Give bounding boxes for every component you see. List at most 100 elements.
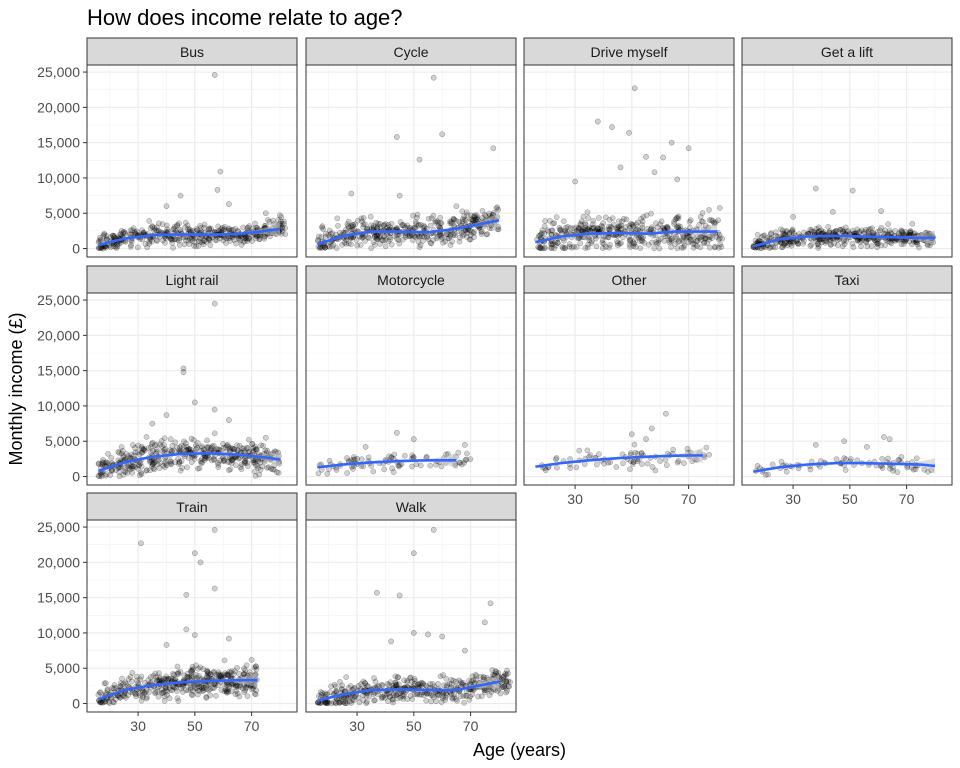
strip-label-train: Train: [176, 499, 207, 515]
data-point: [442, 238, 449, 245]
data-point: [107, 234, 114, 240]
data-point: [242, 687, 249, 694]
data-point: [371, 697, 377, 704]
data-point: [648, 425, 655, 432]
data-point: [472, 671, 479, 678]
data-point: [174, 670, 181, 677]
data-point: [347, 698, 353, 705]
data-point: [471, 213, 477, 220]
data-point: [270, 217, 276, 224]
data-point: [548, 231, 555, 238]
data-point: [857, 239, 864, 245]
data-point: [395, 674, 402, 681]
points-taxi: [753, 434, 936, 478]
data-point: [350, 697, 357, 703]
data-point: [548, 227, 555, 234]
data-point: [868, 243, 875, 249]
data-point: [575, 226, 582, 232]
data-point: [215, 223, 222, 230]
data-point: [217, 235, 223, 242]
data-point: [466, 236, 473, 243]
data-point: [437, 673, 444, 680]
data-point: [706, 207, 712, 213]
data-point: [711, 244, 718, 251]
data-point: [582, 245, 589, 251]
data-point: [618, 240, 624, 246]
data-point: [97, 689, 103, 696]
data-point: [627, 237, 633, 243]
data-point: [467, 236, 474, 243]
data-point: [253, 446, 259, 453]
data-point: [112, 685, 119, 691]
data-point: [464, 450, 470, 457]
points-get-a-lift: [750, 185, 937, 252]
data-point: [149, 461, 156, 467]
data-point: [643, 153, 649, 160]
data-point: [163, 222, 170, 229]
data-point: [438, 236, 445, 242]
data-point: [800, 240, 807, 247]
data-point: [708, 217, 715, 223]
y-axis-title: Monthly income (£): [6, 312, 26, 465]
data-point: [208, 446, 214, 453]
data-point: [154, 237, 160, 244]
data-point: [680, 460, 687, 466]
strip-label-walk: Walk: [396, 499, 428, 515]
data-point: [502, 671, 509, 677]
points-drive-myself: [534, 85, 726, 252]
panel-border: [523, 292, 735, 486]
data-point: [161, 435, 168, 442]
data-point: [701, 239, 708, 246]
x-tick-label: 70: [681, 491, 697, 507]
data-point: [159, 448, 166, 455]
data-point: [166, 695, 173, 702]
data-point: [463, 209, 470, 216]
data-point: [813, 238, 819, 245]
data-point: [586, 224, 593, 231]
x-tick-label: 30: [785, 491, 801, 507]
data-point: [159, 443, 165, 450]
points-cycle: [315, 74, 502, 252]
data-point: [499, 679, 505, 686]
data-point: [193, 226, 200, 232]
data-point: [196, 465, 203, 472]
data-point: [815, 245, 822, 251]
data-point: [412, 219, 419, 225]
data-point: [184, 670, 191, 677]
data-point: [148, 444, 154, 451]
data-point: [130, 442, 136, 448]
data-point: [606, 244, 613, 251]
data-point: [242, 238, 248, 244]
data-point: [206, 236, 212, 243]
data-point: [558, 227, 564, 234]
data-point: [168, 675, 174, 682]
data-point: [103, 244, 109, 251]
data-point: [556, 225, 563, 231]
data-point: [864, 444, 870, 450]
data-point: [504, 667, 510, 674]
data-point: [128, 464, 135, 470]
data-point: [630, 458, 637, 465]
data-point: [242, 667, 248, 674]
data-point: [240, 448, 247, 455]
data-point: [767, 231, 774, 238]
data-point: [452, 232, 458, 239]
data-point: [315, 236, 321, 243]
data-point: [184, 222, 191, 229]
data-point: [148, 449, 154, 456]
data-point: [227, 238, 234, 244]
data-point: [430, 74, 437, 81]
data-point: [453, 203, 460, 210]
data-point: [199, 682, 205, 689]
data-point: [234, 665, 240, 671]
data-point: [372, 233, 378, 240]
data-point: [536, 245, 543, 251]
data-point: [456, 677, 463, 684]
panel-border: [523, 64, 735, 258]
data-point: [622, 224, 629, 230]
data-point: [214, 459, 221, 466]
data-point: [605, 234, 611, 241]
data-point: [349, 696, 356, 703]
data-point: [174, 695, 181, 702]
panel-border: [741, 292, 953, 486]
